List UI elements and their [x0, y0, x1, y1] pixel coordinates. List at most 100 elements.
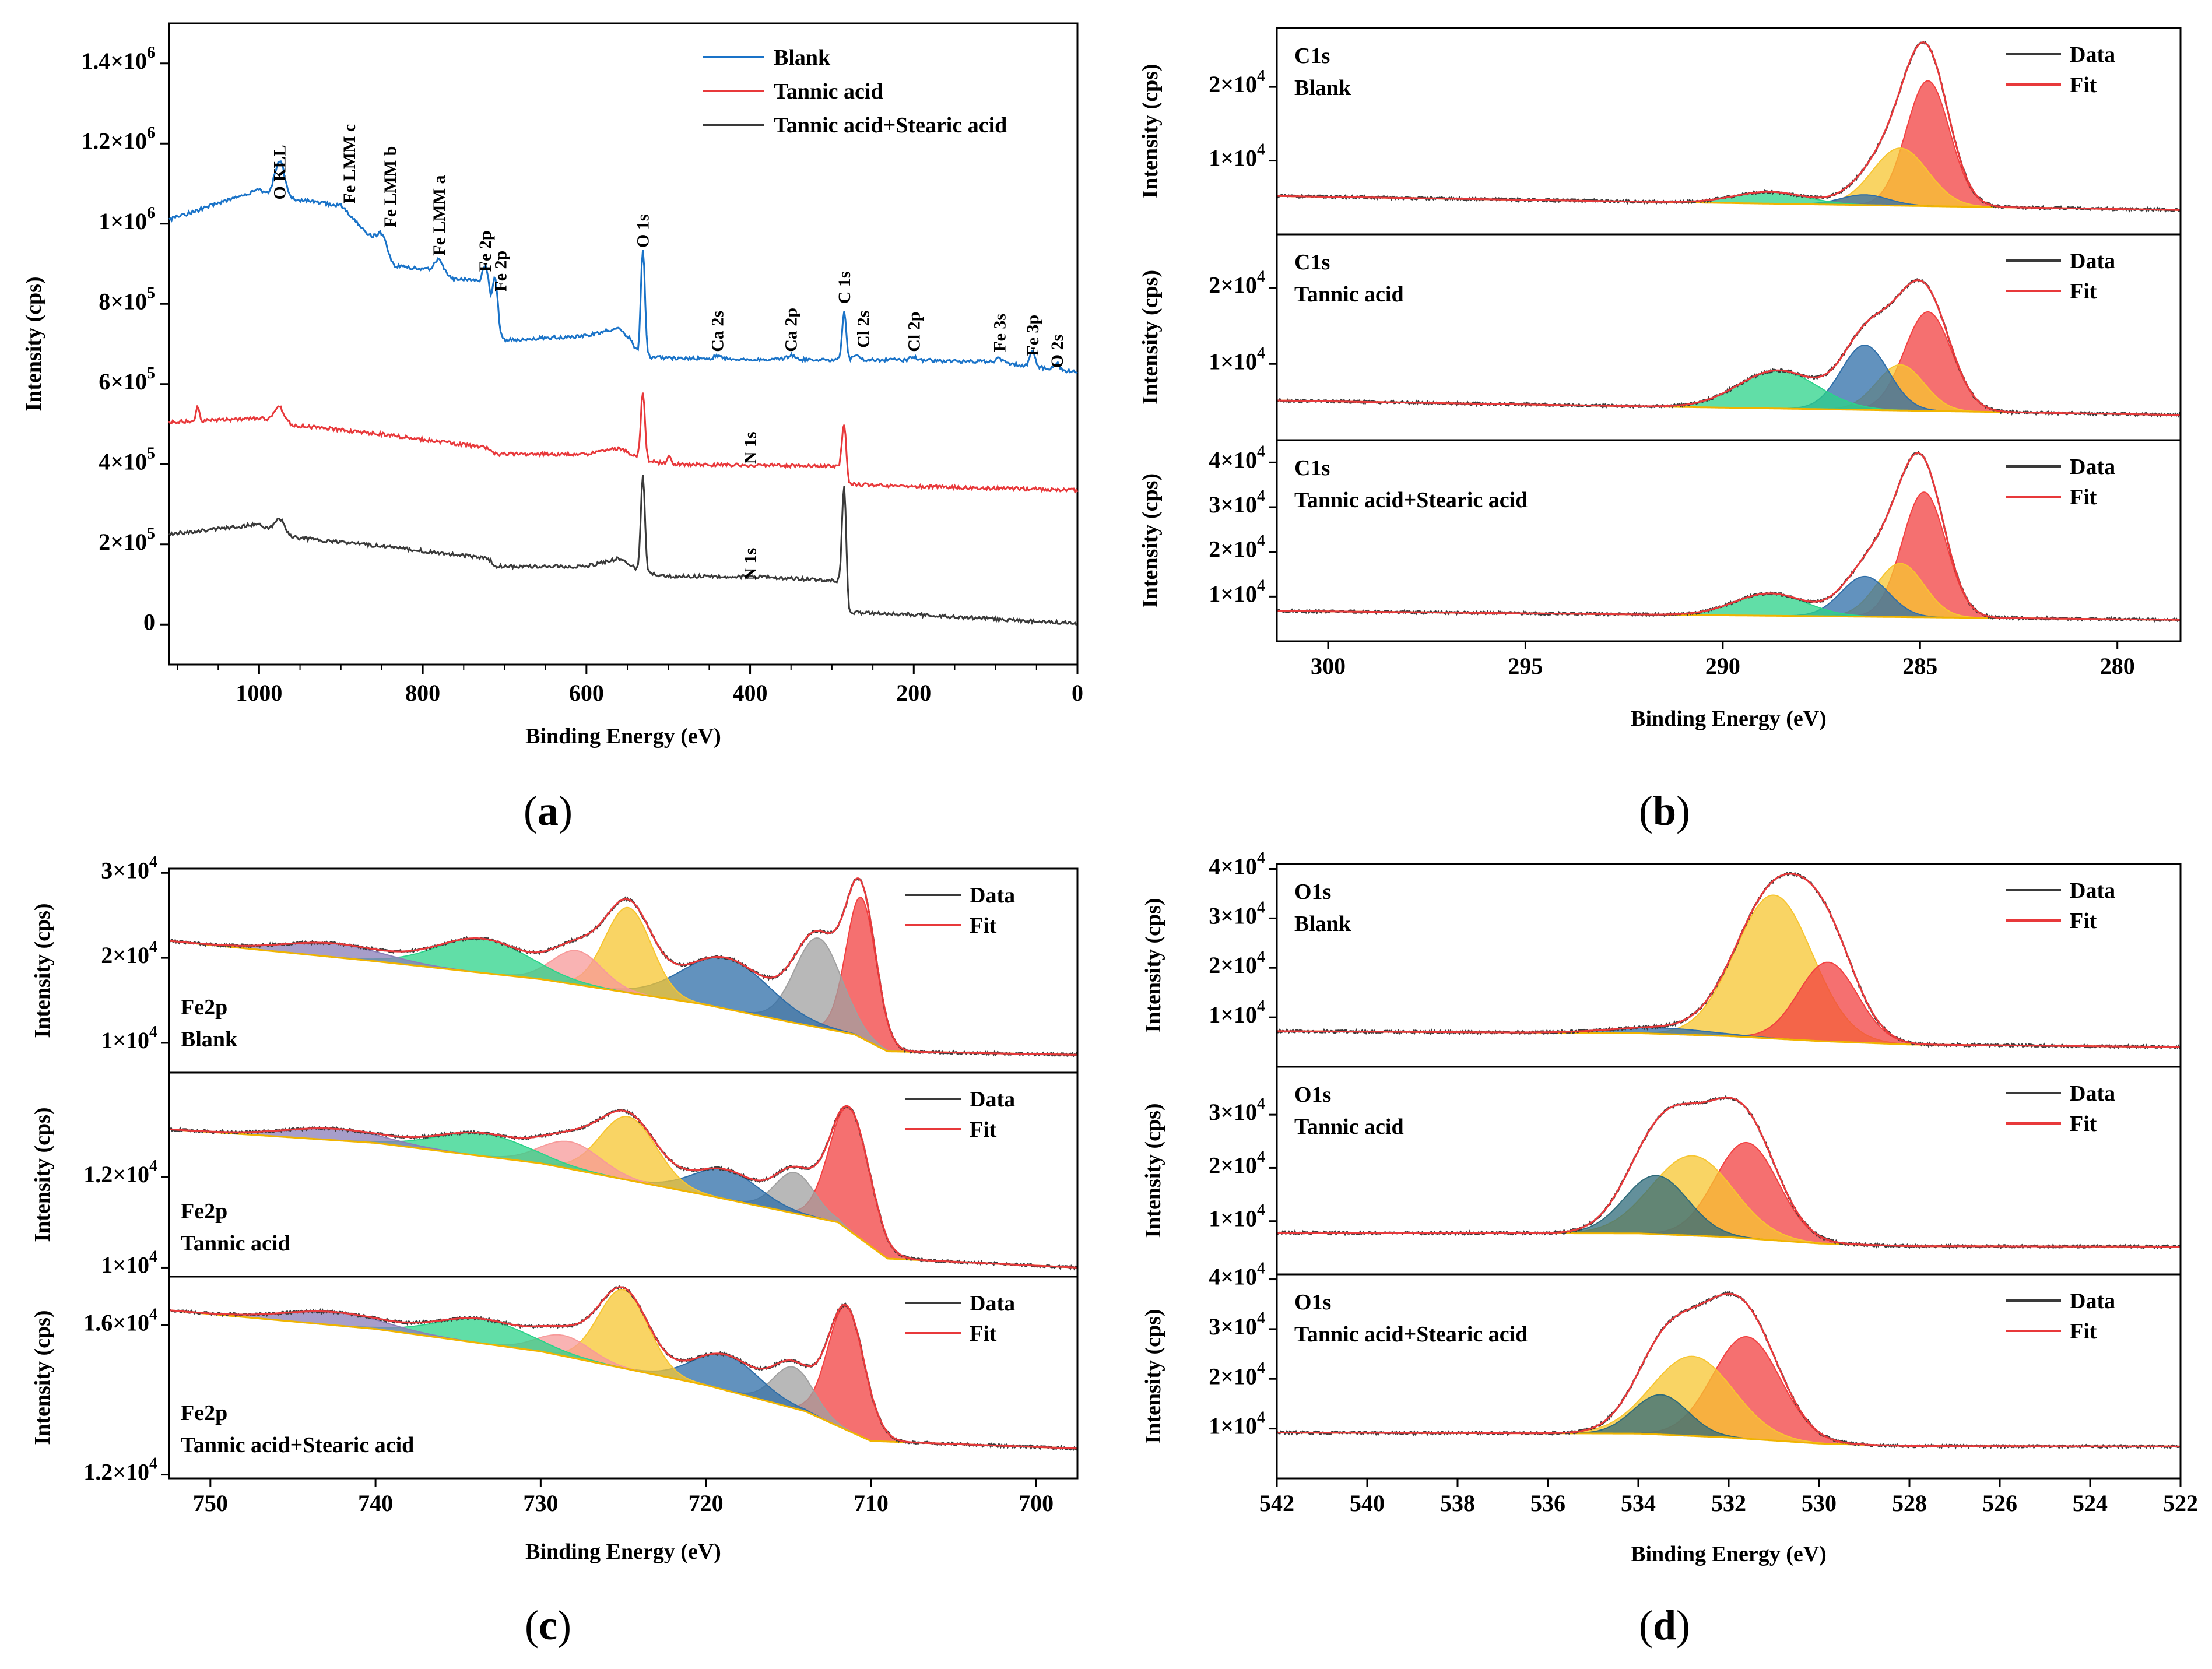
caption-paren-close: ) [1676, 1602, 1690, 1649]
y-tick-label: 1×104 [1209, 345, 1265, 375]
y-tick-label-mantissa: 1×10 [1209, 348, 1257, 374]
y-axis-title: Intensity (cps) [30, 1310, 55, 1445]
panel-a-frame [168, 22, 1079, 666]
y-tick-label: 3×104 [1209, 899, 1265, 929]
y-axis-title: Intensity (cps) [30, 1107, 55, 1242]
legend-label-fit: Fit [2070, 279, 2097, 304]
plot-area [169, 1285, 1077, 1452]
x-tick-label: 200 [896, 680, 931, 706]
legend-label-fit: Fit [970, 913, 997, 938]
x-tick-label: 600 [569, 680, 604, 706]
y-tick-label-mantissa: 1.6×10 [83, 1309, 149, 1336]
legend-label-data: Data [970, 883, 1015, 908]
y-tick-label-mantissa: 1.4×10 [81, 48, 147, 74]
peak-annotation: Cl 2p [904, 312, 924, 352]
legend-label: Tannic acid [774, 79, 883, 104]
y-tick-label-mantissa: 8×10 [99, 288, 147, 314]
x-tick-label: 710 [854, 1490, 889, 1516]
y-tick-label-exponent: 4 [1257, 1309, 1265, 1327]
plot-area [1277, 1290, 2181, 1450]
y-tick-label: 1.4×106 [81, 44, 155, 74]
y-tick-label: 2×104 [1209, 268, 1265, 298]
y-tick-label-mantissa: 1×10 [1209, 581, 1257, 607]
plot-area [169, 877, 1077, 1058]
y-tick-label-mantissa: 4×10 [1209, 447, 1257, 473]
fit-line [169, 877, 1077, 1056]
fit-line [1277, 452, 2181, 621]
y-tick-label-exponent: 5 [147, 445, 155, 463]
y-tick-label-exponent: 4 [1257, 998, 1265, 1016]
plot-area [1277, 278, 2181, 418]
legend-label-data: Data [2070, 43, 2115, 67]
y-tick-label-mantissa: 1×10 [1209, 1002, 1257, 1028]
y-tick-label: 4×104 [1209, 443, 1265, 473]
subplot-title: C1s [1294, 44, 1330, 68]
y-tick-label: 1.2×106 [81, 124, 155, 154]
caption-paren-open: ( [1639, 1602, 1653, 1649]
peak-annotation: Fe 2p [491, 251, 510, 292]
legend-label-fit: Fit [2070, 1319, 2097, 1344]
y-tick-label: 3×104 [101, 853, 157, 884]
y-tick-label: 3×104 [1209, 487, 1265, 518]
subplot-title: C1s [1294, 456, 1330, 480]
legend-label-data: Data [2070, 249, 2115, 273]
x-tick-label: 536 [1530, 1490, 1565, 1516]
y-axis-title: Intensity (cps) [1138, 473, 1163, 608]
x-axis-title: Binding Energy (eV) [525, 724, 721, 749]
x-tick-label: 532 [1711, 1490, 1746, 1516]
y-tick-label: 2×104 [101, 939, 157, 969]
panel-caption-a: (a) [524, 788, 573, 834]
subplot-label: Blank [181, 1027, 238, 1052]
y-tick-label-mantissa: 2×10 [101, 942, 149, 968]
y-tick-label: 1×104 [1209, 1409, 1265, 1439]
y-tick-label-mantissa: 1.2×10 [83, 1161, 149, 1187]
y-tick-label-exponent: 4 [1257, 68, 1265, 86]
x-tick-label: 730 [523, 1490, 558, 1516]
plot-area [1277, 451, 2181, 623]
y-tick-label: 2×104 [1209, 532, 1265, 563]
x-tick-label: 538 [1440, 1490, 1475, 1516]
y-tick-label: 1.2×104 [83, 1455, 157, 1485]
y-tick-label: 1×104 [101, 1023, 157, 1053]
y-tick-label-exponent: 4 [1257, 487, 1265, 505]
y-tick-label-mantissa: 2×10 [1209, 71, 1257, 97]
subplot-label: Blank [1294, 912, 1351, 936]
x-tick-label: 800 [405, 680, 440, 706]
subplot-label: Tannic acid [1294, 1115, 1404, 1139]
caption-paren-close: ) [557, 1602, 571, 1649]
y-tick-label-mantissa: 2×10 [1209, 1153, 1257, 1179]
x-axis-title: Binding Energy (eV) [525, 1540, 721, 1564]
y-tick-label-exponent: 4 [1257, 1095, 1265, 1113]
y-tick-label-exponent: 4 [1257, 268, 1265, 286]
y-axis-title: Intensity (cps) [1138, 270, 1163, 405]
subplot-label: Tannic acid+Stearic acid [1294, 488, 1528, 512]
y-tick-label: 1×104 [1209, 998, 1265, 1028]
x-tick-label: 295 [1508, 653, 1543, 679]
series-line-tannic-acid-stearic-acid [168, 475, 1078, 626]
y-tick-label: 2×104 [1209, 1148, 1265, 1179]
y-tick-label: 4×104 [1209, 849, 1265, 880]
data-line [1277, 41, 2181, 213]
y-tick-label: 3×104 [1209, 1309, 1265, 1340]
y-tick-label-mantissa: 3×10 [1209, 1099, 1257, 1125]
subplot-label: Tannic acid+Stearic acid [181, 1433, 414, 1457]
subplot-frame [1276, 439, 2182, 642]
y-tick-label-mantissa: 1×10 [1209, 1413, 1257, 1439]
legend-label-data: Data [2070, 1081, 2115, 1106]
subplot-label: Blank [1294, 76, 1351, 100]
y-tick-label: 0 [143, 609, 155, 635]
y-tick-label-exponent: 4 [1257, 532, 1265, 550]
fit-line [1277, 279, 2181, 416]
y-tick-label-exponent: 4 [149, 939, 157, 957]
subplot-title: C1s [1294, 250, 1330, 275]
peak-annotation: C 1s [835, 271, 854, 304]
y-tick-label-mantissa: 4×10 [99, 448, 147, 475]
x-axis-title: Binding Energy (eV) [1631, 1542, 1827, 1566]
